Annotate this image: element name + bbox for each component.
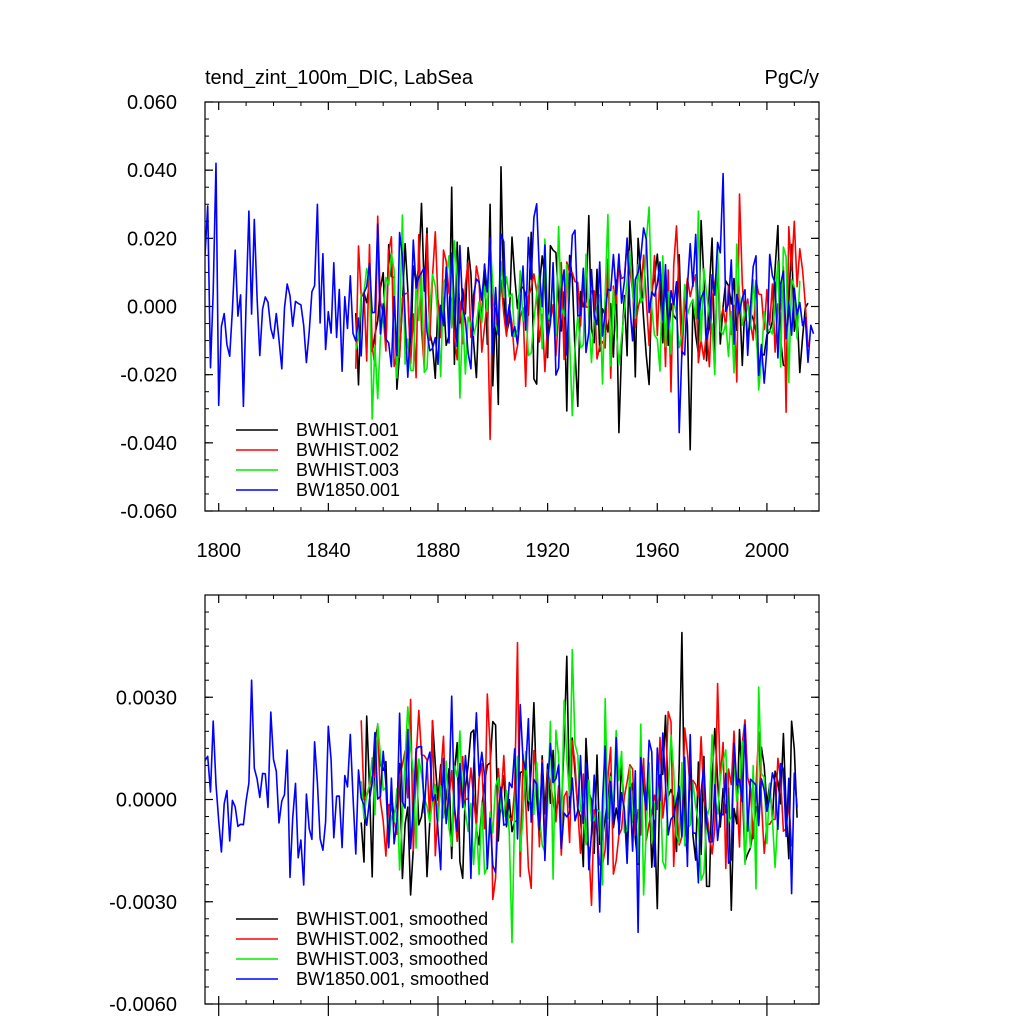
legend-label: BWHIST.003, smoothed bbox=[296, 949, 488, 969]
legend-label: BWHIST.002 bbox=[296, 440, 399, 460]
top-panel: tend_zint_100m_DIC, LabSea PgC/y 0.060 0.… bbox=[120, 67, 820, 562]
legend-label: BWHIST.001, smoothed bbox=[296, 909, 488, 929]
y-tick-label: 0.020 bbox=[127, 228, 177, 250]
x-tick-label: 1920 bbox=[525, 540, 570, 562]
x-tick-label: 1800 bbox=[196, 540, 241, 562]
y-tick-label: -0.0030 bbox=[109, 892, 177, 914]
x-tick-label: 1880 bbox=[416, 540, 461, 562]
series-line-bw1850-001 bbox=[205, 162, 815, 434]
top-panel-units: PgC/y bbox=[765, 67, 819, 89]
y-tick-label: 0.000 bbox=[127, 297, 177, 319]
series-line-bwhist-002-smoothed bbox=[360, 641, 793, 907]
legend-label: BWHIST.003 bbox=[296, 460, 399, 480]
legend-label: BW1850.001, smoothed bbox=[296, 969, 489, 989]
top-panel-title: tend_zint_100m_DIC, LabSea bbox=[205, 67, 474, 89]
y-tick-label: -0.040 bbox=[120, 433, 177, 455]
y-tick-label: 0.040 bbox=[127, 160, 177, 182]
bottom-panel: 0.0030 0.0000 -0.0030 -0.0060 BWHIST.001, s… bbox=[109, 594, 820, 1016]
x-tick-label: 1960 bbox=[635, 540, 680, 562]
legend-label: BW1850.001 bbox=[296, 480, 400, 500]
y-tick-label: 0.0030 bbox=[116, 687, 177, 709]
legend-label: BWHIST.001 bbox=[296, 420, 399, 440]
legend-label: BWHIST.002, smoothed bbox=[296, 929, 488, 949]
x-tick-label: 1840 bbox=[306, 540, 351, 562]
y-tick-label: -0.0060 bbox=[109, 994, 177, 1016]
series-line-bwhist-003-smoothed bbox=[360, 648, 779, 944]
x-tick-label: 2000 bbox=[745, 540, 790, 562]
y-tick-label: -0.060 bbox=[120, 501, 177, 523]
series-line-bw1850-001-smoothed bbox=[205, 679, 798, 934]
y-tick-label: 0.0000 bbox=[116, 790, 177, 812]
y-tick-label: 0.060 bbox=[127, 92, 177, 114]
y-tick-label: -0.020 bbox=[120, 365, 177, 387]
